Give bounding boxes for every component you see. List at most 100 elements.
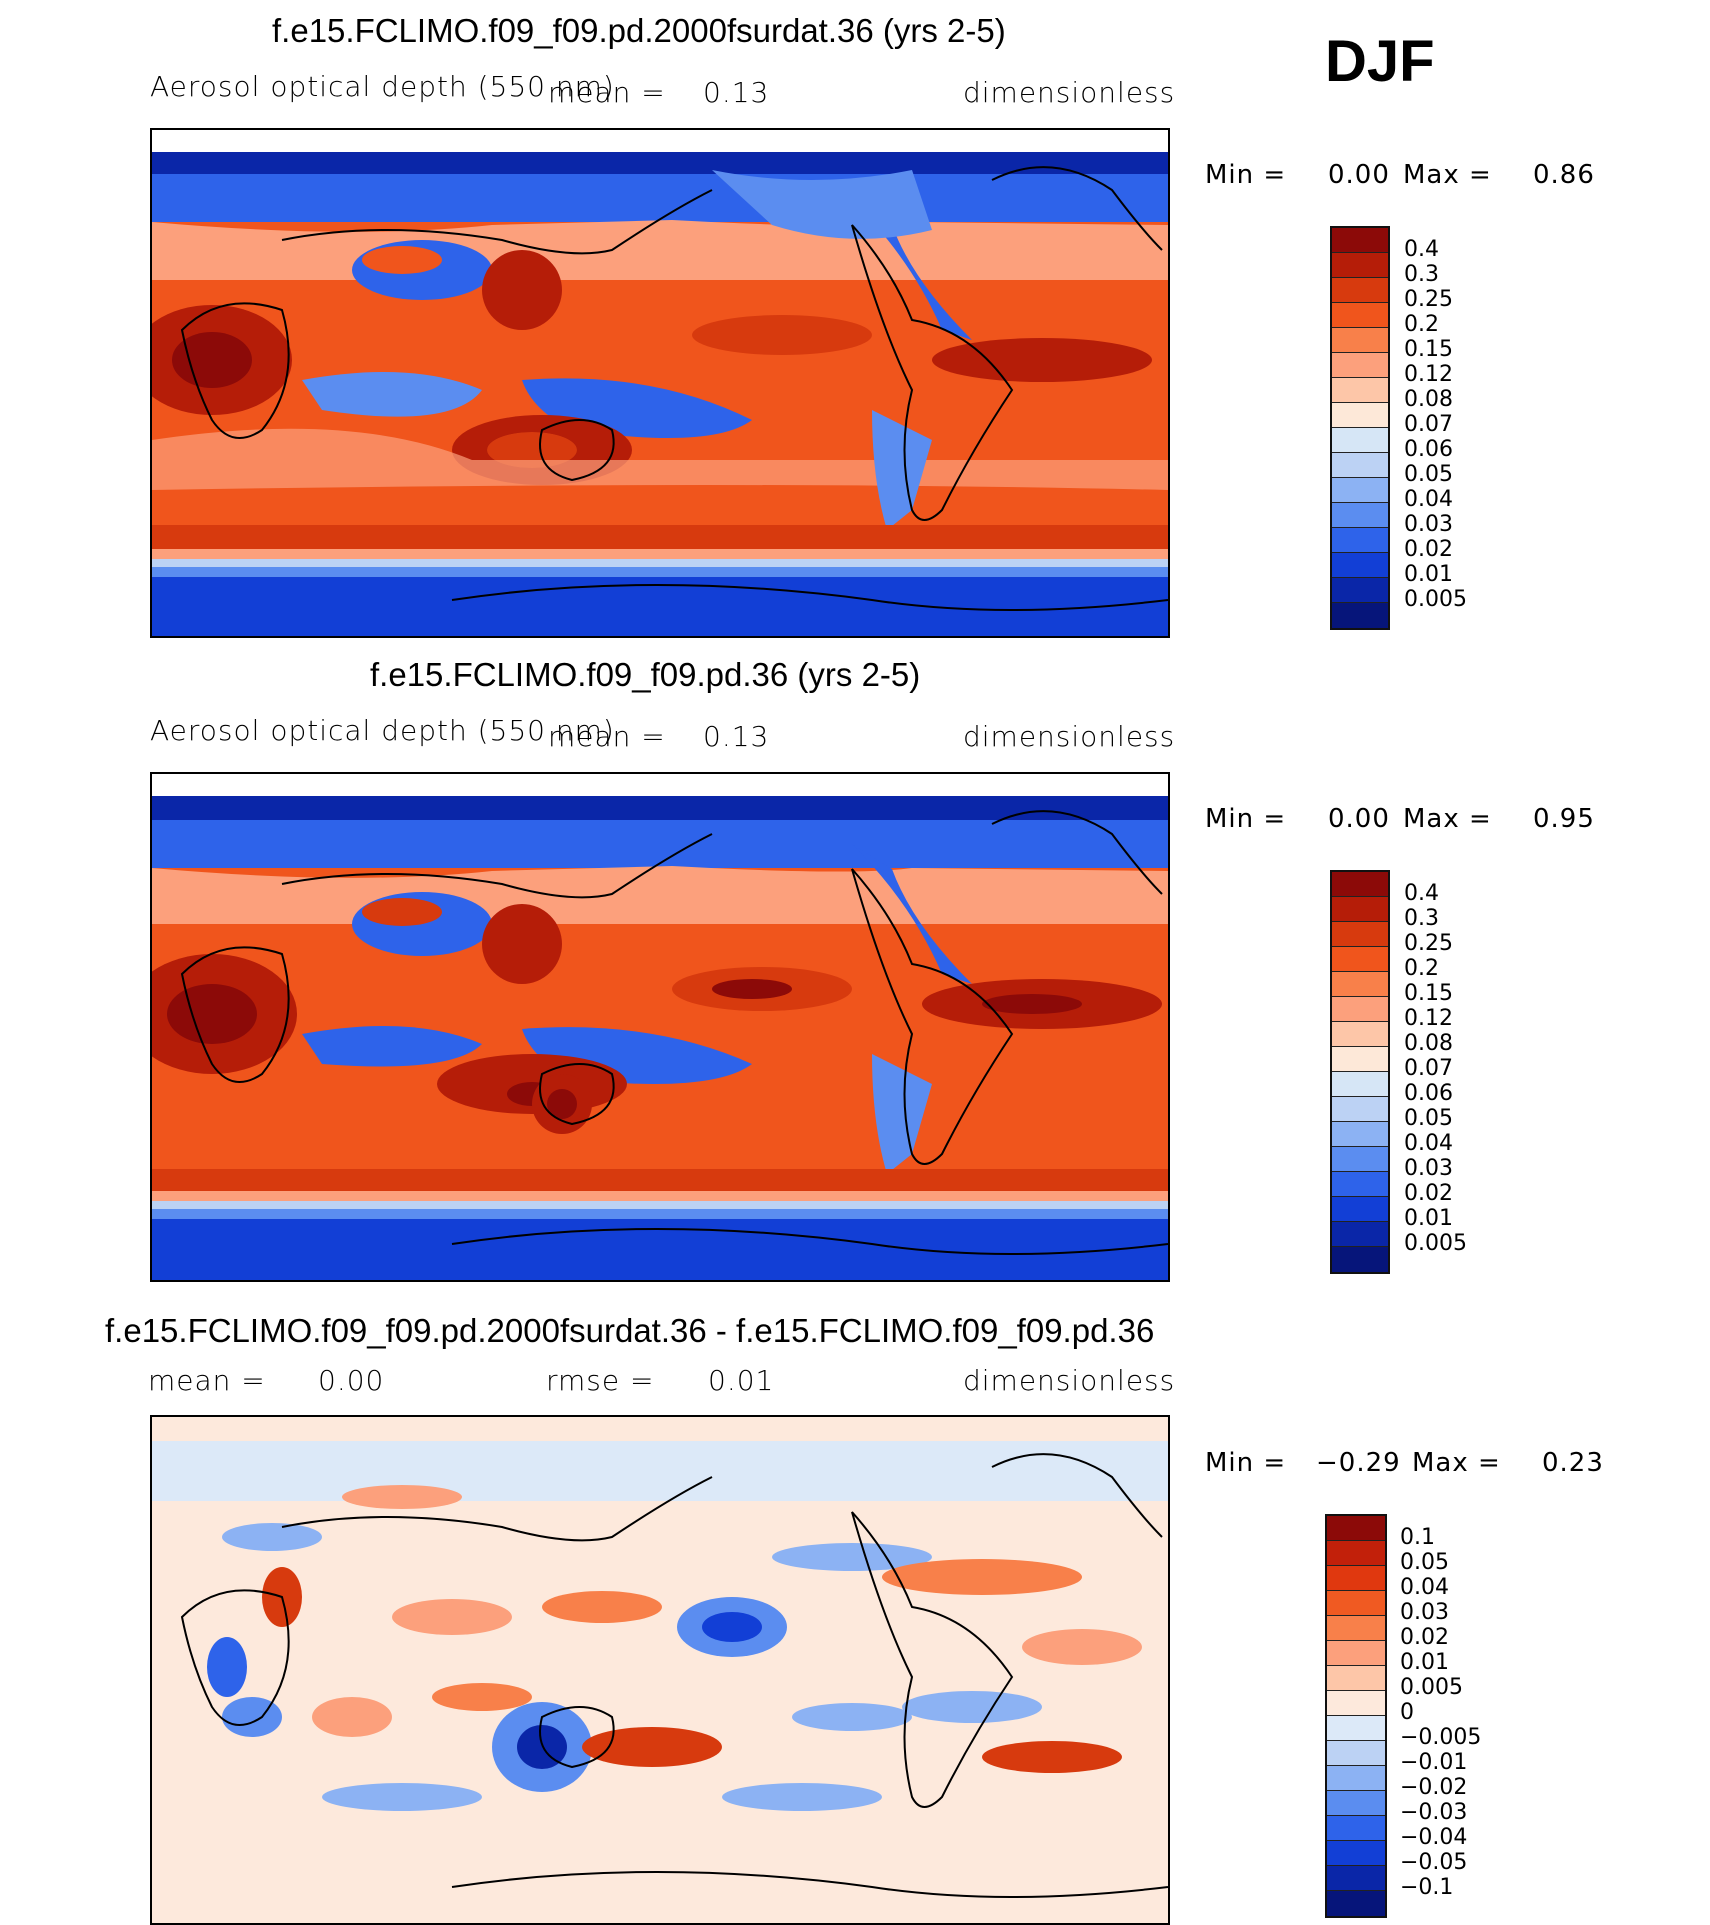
colorbar-tick-label: 0.1 [1400,1525,1435,1550]
colorbar-swatch [1332,1172,1388,1197]
colorbar-swatch [1327,1791,1385,1816]
panel1-mean-label: mean = [548,76,666,109]
colorbar-tick-label: 0.2 [1404,956,1439,981]
colorbar-tick-label: 0.05 [1404,1106,1453,1131]
colorbar-swatch [1332,328,1388,353]
colorbar-tick-label: 0.01 [1404,562,1453,587]
panel3-max-value: 0.23 [1542,1448,1604,1478]
colorbar-tick-label: 0.15 [1404,337,1453,362]
panel1-title: f.e15.FCLIMO.f09_f09.pd.2000fsurdat.36 (… [272,12,1006,49]
colorbar-tick-label: 0.2 [1404,312,1439,337]
colorbar-swatch [1332,303,1388,328]
panel2-max-label: Max = [1403,804,1492,834]
colorbar-tick-label: 0.08 [1404,387,1453,412]
colorbar-tick-label: 0.05 [1400,1550,1449,1575]
panel2-units: dimensionless [963,720,1176,753]
colorbar-swatch [1327,1516,1385,1541]
colorbar-tick-label: 0.03 [1400,1600,1449,1625]
colorbar-tick-label: 0.05 [1404,462,1453,487]
colorbar-tick-label: 0.005 [1400,1675,1463,1700]
colorbar-tick-label: 0.15 [1404,981,1453,1006]
colorbar-tick-label: 0.08 [1404,1031,1453,1056]
colorbar-tick-label: 0.03 [1404,512,1453,537]
panel3-min-label: Min = [1205,1448,1287,1478]
colorbar-tick-label: −0.01 [1400,1750,1468,1775]
colorbar-swatch [1332,428,1388,453]
colorbar-swatch [1332,1097,1388,1122]
panel3-colorbar [1325,1514,1387,1918]
colorbar-tick-label: 0.3 [1404,906,1439,931]
colorbar-swatch [1332,1247,1388,1272]
colorbar-swatch [1327,1566,1385,1591]
colorbar-swatch [1332,478,1388,503]
colorbar-tick-label: 0.25 [1404,931,1453,956]
colorbar-tick-label: 0.07 [1404,1056,1453,1081]
colorbar-tick-label: 0.01 [1404,1206,1453,1231]
colorbar-swatch [1332,403,1388,428]
panel2-colorbar [1330,870,1390,1274]
colorbar-swatch [1332,1072,1388,1097]
panel3-rmse-label: rmse = [546,1364,655,1397]
colorbar-tick-label: 0.3 [1404,262,1439,287]
panel3-max-label: Max = [1412,1448,1501,1478]
panel1-min-label: Min = [1205,160,1287,190]
colorbar-swatch [1332,1022,1388,1047]
colorbar-swatch [1332,353,1388,378]
colorbar-swatch [1332,453,1388,478]
panel1-min-value: 0.00 [1328,160,1390,190]
colorbar-tick-label: −0.04 [1400,1825,1468,1850]
colorbar-swatch [1332,947,1388,972]
colorbar-swatch [1332,1197,1388,1222]
panel2-min-value: 0.00 [1328,804,1390,834]
colorbar-swatch [1332,1047,1388,1072]
colorbar-swatch [1327,1741,1385,1766]
panel2-title: f.e15.FCLIMO.f09_f09.pd.36 (yrs 2-5) [370,656,921,693]
colorbar-swatch [1332,897,1388,922]
colorbar-tick-label: −0.05 [1400,1850,1468,1875]
panel1-max-label: Max = [1403,160,1492,190]
panel1-colorbar [1330,226,1390,630]
colorbar-tick-label: 0.02 [1404,1181,1453,1206]
colorbar-tick-label: 0.04 [1404,1131,1453,1156]
colorbar-swatch [1332,553,1388,578]
colorbar-swatch [1332,228,1388,253]
colorbar-swatch [1327,1691,1385,1716]
colorbar-swatch [1327,1891,1385,1916]
colorbar-tick-label: 0.005 [1404,1231,1467,1256]
panel3-title: f.e15.FCLIMO.f09_f09.pd.2000fsurdat.36 -… [105,1312,1155,1349]
colorbar-swatch [1332,603,1388,628]
colorbar-swatch [1332,528,1388,553]
colorbar-tick-label: 0.005 [1404,587,1467,612]
colorbar-tick-label: 0.4 [1404,881,1439,906]
panel2-min-label: Min = [1205,804,1287,834]
panel2-max-value: 0.95 [1533,804,1595,834]
panel3-min-value: −0.29 [1316,1448,1401,1478]
colorbar-tick-label: 0.04 [1400,1575,1449,1600]
colorbar-swatch [1332,1222,1388,1247]
colorbar-tick-label: 0.03 [1404,1156,1453,1181]
panel3-units: dimensionless [963,1364,1176,1397]
panel1-units: dimensionless [963,76,1176,109]
colorbar-tick-label: 0.06 [1404,437,1453,462]
colorbar-swatch [1332,503,1388,528]
panel2-mean-label: mean = [548,720,666,753]
panel2-variable: Aerosol optical depth (550 nm) [150,714,615,747]
panel3-mean-label: mean = [148,1364,266,1397]
colorbar-swatch [1332,922,1388,947]
colorbar-tick-label: −0.1 [1400,1875,1454,1900]
colorbar-swatch [1327,1616,1385,1641]
colorbar-swatch [1332,278,1388,303]
panel1-map [150,128,1170,638]
panel3-mean-value: 0.00 [318,1364,385,1397]
colorbar-tick-label: 0.06 [1404,1081,1453,1106]
season-label: DJF [1325,29,1435,94]
colorbar-tick-label: 0.02 [1404,537,1453,562]
colorbar-swatch [1327,1541,1385,1566]
colorbar-swatch [1332,1122,1388,1147]
panel1-variable: Aerosol optical depth (550 nm) [150,70,615,103]
colorbar-tick-label: 0.12 [1404,1006,1453,1031]
colorbar-swatch [1332,378,1388,403]
colorbar-swatch [1327,1866,1385,1891]
colorbar-tick-label: −0.005 [1400,1725,1482,1750]
panel1-mean-value: 0.13 [703,76,770,109]
